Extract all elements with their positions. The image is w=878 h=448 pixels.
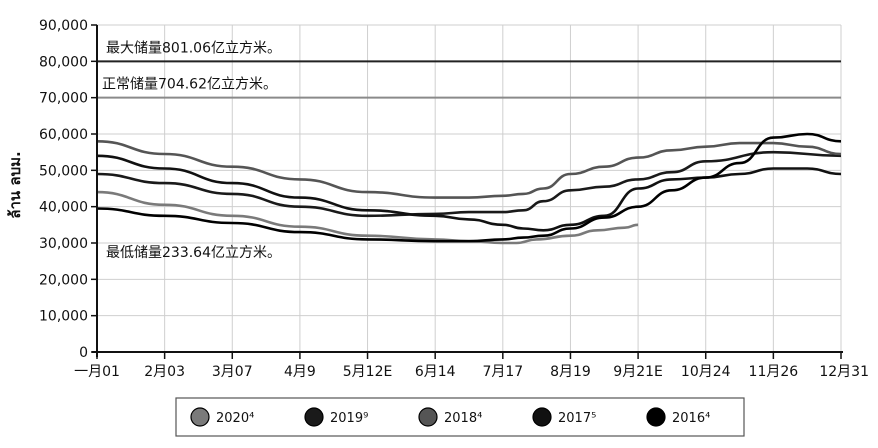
legend: 2020⁴ 2019⁹ 2018⁴ 2017⁵ 2016⁴ xyxy=(175,397,745,437)
legend-label: 2016⁴ xyxy=(672,411,710,426)
x-tick-label: 6月14 xyxy=(415,364,456,380)
reference-lines: 最大储量801.06亿立方米。正常储量704.62亿立方米。 xyxy=(97,40,841,99)
series-line xyxy=(96,150,842,218)
legend-swatch xyxy=(532,407,552,427)
series-lines xyxy=(96,132,842,245)
y-tick-label: 10,000 xyxy=(39,309,88,325)
x-tick-label: 一月01 xyxy=(74,364,120,380)
legend-swatch xyxy=(418,407,438,427)
axes xyxy=(91,24,843,359)
series-line xyxy=(96,132,842,243)
reference-line-label: 最大储量801.06亿立方米。 xyxy=(106,40,281,56)
x-tick-label: 11月26 xyxy=(749,364,799,380)
series-line xyxy=(96,140,842,199)
x-tick-label: 3月07 xyxy=(212,364,253,380)
legend-label: 2017⁵ xyxy=(558,411,596,426)
x-tick-label: 12月31 xyxy=(819,364,869,380)
x-tick-labels: 一月01 2月03 3月07 4月9 5月12E 6月14 7月17 8月19 9月21E 10月… xyxy=(74,364,869,380)
y-axis-label: ล้าน ลบม. xyxy=(6,151,24,218)
x-tick-label: 7月17 xyxy=(482,364,523,380)
series-line xyxy=(96,154,842,232)
min-storage-annotation: 最低储量233.64亿立方米。 xyxy=(106,245,281,261)
y-tick-label: 0 xyxy=(79,345,88,361)
x-tick-label: 10月24 xyxy=(681,364,731,380)
legend-label: 2020⁴ xyxy=(216,411,254,426)
legend-swatch xyxy=(646,407,666,427)
x-tick-label: 2月03 xyxy=(144,364,185,380)
y-tick-label: 50,000 xyxy=(39,163,88,179)
y-tick-labels: 0 10,000 20,000 30,000 40,000 50,000 60,000 70,… xyxy=(39,18,88,361)
legend-swatch xyxy=(190,407,210,427)
y-tick-label: 30,000 xyxy=(39,236,88,252)
y-tick-label: 20,000 xyxy=(39,272,88,288)
y-tick-label: 40,000 xyxy=(39,200,88,216)
y-tick-label: 60,000 xyxy=(39,127,88,143)
x-tick-label: 5月12E xyxy=(343,364,393,380)
y-tick-label: 90,000 xyxy=(39,18,88,34)
y-tick-label: 80,000 xyxy=(39,54,88,70)
legend-label: 2018⁴ xyxy=(444,411,482,426)
y-tick-label: 70,000 xyxy=(39,91,88,107)
x-tick-label: 4月9 xyxy=(284,364,316,380)
x-tick-label: 9月21E xyxy=(613,364,663,380)
legend-swatch xyxy=(304,407,324,427)
grid xyxy=(96,24,842,353)
x-tick-label: 8月19 xyxy=(550,364,591,380)
legend-label: 2019⁹ xyxy=(330,411,368,426)
reference-line-label: 正常储量704.62亿立方米。 xyxy=(102,77,277,93)
